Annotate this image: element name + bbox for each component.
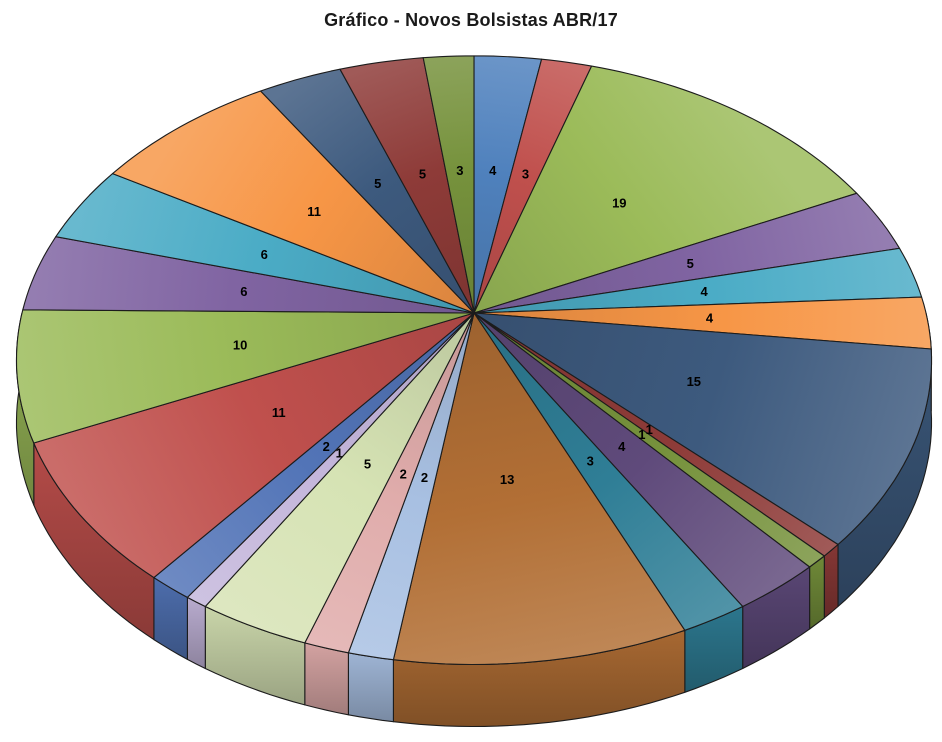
slice-value-label: 3: [456, 163, 463, 178]
slice-value-label: 2: [421, 470, 428, 485]
slice-value-label: 6: [240, 284, 247, 299]
pie-slice-top: [204, 312, 475, 644]
slice-value-label: 11: [307, 204, 321, 219]
pie-slice-top: [473, 65, 858, 314]
slice-value-label: 6: [261, 247, 268, 262]
slice-value-label: 5: [364, 457, 371, 472]
pie-slice-top: [22, 236, 475, 314]
pie-slice-top: [15, 309, 475, 444]
pie-slice-top: [260, 68, 475, 314]
slice-value-label: 2: [400, 466, 407, 481]
pie-slice-top: [112, 90, 475, 314]
slice-value-label: 4: [618, 439, 626, 454]
pie-slice-side: [809, 555, 825, 630]
slice-value-label: 15: [687, 374, 701, 389]
slice-value-label: 2: [323, 439, 330, 454]
slice-value-label: 19: [612, 196, 626, 211]
pie-side-walls: [15, 312, 933, 728]
pie-slice-top: [392, 312, 686, 666]
pie-slice-top: [422, 55, 475, 314]
slice-value-label: 11: [272, 405, 286, 420]
pie-slice-top: [473, 58, 593, 314]
slice-value-label: 3: [522, 166, 529, 181]
pie-slice-side: [823, 543, 839, 619]
pie-slice-top: [473, 192, 901, 314]
pie-slice-side: [186, 596, 206, 670]
slice-value-label: 1: [638, 427, 645, 442]
pie-slice-top: [473, 296, 932, 350]
pie-slice-side: [347, 652, 394, 723]
pie-slice-top: [473, 312, 933, 546]
slice-value-label: 4: [706, 311, 714, 326]
pie-slice-top: [473, 312, 744, 631]
slice-value-label: 4: [489, 163, 497, 178]
slice-value-label: 5: [419, 166, 426, 181]
slice-value-label: 10: [233, 338, 247, 353]
chart-title: Gráfico - Novos Bolsistas ABR/17: [324, 10, 618, 30]
slice-value-label: 1: [336, 446, 343, 461]
slice-value-label: 5: [687, 256, 694, 271]
slice-value-label: 1: [646, 422, 653, 437]
slice-value-label: 4: [700, 284, 708, 299]
pie-top-faces: [15, 55, 933, 666]
pie-slice-top: [473, 247, 923, 314]
slice-value-label: 3: [587, 453, 594, 468]
pie-slice-top: [33, 312, 475, 579]
pie-slice-side: [304, 642, 349, 716]
pie-slice-top: [473, 312, 811, 608]
pie-slice-top: [55, 173, 475, 314]
slice-value-label: 5: [374, 176, 381, 191]
pie-slice-top: [339, 57, 475, 314]
slice-value-label: 13: [500, 472, 514, 487]
